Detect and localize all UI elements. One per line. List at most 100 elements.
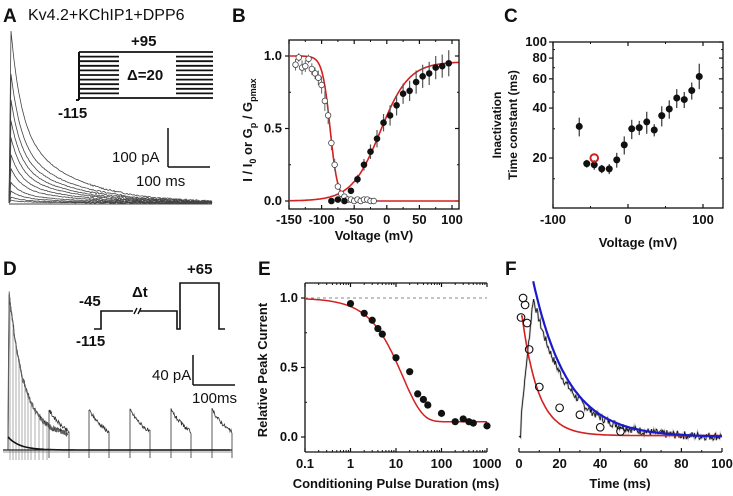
- data-point-open: [534, 382, 544, 392]
- panel-f-x-axis-label: Time (ms): [589, 476, 650, 491]
- x-tick-label: -100: [309, 212, 335, 227]
- data-point-filled: [635, 124, 643, 132]
- current-trace: [8, 137, 213, 204]
- y-tick-label: 100: [525, 34, 547, 49]
- test-response-trace: [211, 407, 233, 458]
- data-point-filled: [346, 299, 355, 308]
- current-trace: [8, 190, 213, 205]
- panel-b-axes: -150 -100 -50 0 50 100 0.0 0.5 1.0: [264, 39, 463, 227]
- data-point-filled: [360, 309, 368, 317]
- data-point-filled: [590, 161, 598, 169]
- x-tick-label: -150: [276, 212, 302, 227]
- data-point-filled: [598, 165, 606, 173]
- data-point-filled: [680, 96, 688, 104]
- y-tick-label: 60: [533, 71, 547, 86]
- panel-c-x-axis-label: Voltage (mV): [599, 235, 678, 250]
- data-point-filled: [445, 59, 453, 67]
- y-tick-label: 0.5: [280, 360, 298, 375]
- data-point-filled: [665, 105, 673, 113]
- data-point-filled: [451, 418, 459, 426]
- current-trace-envelope: [518, 298, 723, 443]
- current-trace: [518, 299, 722, 441]
- data-point-filled: [406, 87, 413, 95]
- current-trace: [7, 291, 68, 451]
- panel-e-marks: [305, 297, 491, 430]
- data-point-filled: [695, 72, 703, 80]
- data-point-open: [315, 74, 322, 81]
- panel-b: -150 -100 -50 0 50 1000.00.51.0 Voltage (mV) …: [240, 39, 463, 243]
- x-tick-label: 100: [431, 456, 453, 471]
- y-tick-label: 1.0: [280, 290, 298, 305]
- data-point-open: [522, 318, 532, 328]
- panel-e-axes: 0.1 1 10 100 1000 0.0 0.5 1.0: [280, 282, 501, 471]
- data-point-filled: [432, 64, 440, 71]
- panel-label-d: D: [3, 259, 17, 280]
- data-point-open: [331, 161, 338, 168]
- panel-d-conditioning-label: -45: [79, 293, 101, 310]
- panel-label-a: A: [3, 6, 17, 27]
- protocol-break-mark: [137, 307, 142, 315]
- y-tick-label: 80: [533, 50, 547, 65]
- data-point-filled: [438, 62, 446, 70]
- panel-d-voltage-protocol: [94, 282, 225, 330]
- y-tick-label: 0.0: [280, 429, 298, 444]
- x-tick-label: 40: [593, 456, 607, 471]
- data-point-open: [595, 422, 605, 432]
- x-tick-label: 0.1: [296, 456, 314, 471]
- data-point-filled: [392, 354, 400, 362]
- panel-a-step-label: Δ=20: [127, 67, 163, 84]
- data-point-filled: [406, 368, 414, 376]
- data-point-open: [516, 313, 526, 322]
- current-trace: [8, 196, 213, 205]
- panel-b-y-axis-label: I / I0 or Gp / Gpmax: [240, 78, 258, 181]
- data-point-open: [321, 97, 329, 105]
- data-point-filled: [399, 90, 407, 97]
- current-trace: [8, 199, 212, 205]
- data-point-filled: [380, 119, 387, 126]
- panel-label-f: F: [505, 259, 517, 280]
- x-tick-label: 10: [389, 456, 403, 471]
- y-tick-label: 0.0: [264, 193, 282, 208]
- data-point-filled: [374, 324, 382, 333]
- panel-a-top-voltage-label: +95: [131, 33, 156, 50]
- data-point-filled: [412, 78, 420, 86]
- x-tick-label: 20: [552, 456, 566, 471]
- data-point-filled: [650, 126, 658, 134]
- data-point-open: [616, 427, 625, 436]
- panel-d: -45 -115 Δt +65 40 pA 100ms: [3, 261, 237, 460]
- data-point-filled: [419, 73, 426, 80]
- panel-f: 0 20 40 60 80 100 Time (ms): [515, 281, 733, 491]
- data-point-open: [324, 112, 332, 119]
- svg-text:I / I0 or Gp / Gpmax: I / I0 or Gp / Gpmax: [240, 78, 258, 181]
- data-point-filled: [334, 196, 342, 203]
- x-tick-label: -100: [540, 212, 566, 227]
- y-tick-label: 20: [533, 150, 547, 165]
- data-point-open: [575, 410, 585, 420]
- fit-curve-inactivation: [289, 55, 459, 202]
- data-point-filled: [459, 415, 467, 423]
- plot-frame: [552, 41, 724, 209]
- x-tick-label: 60: [634, 456, 648, 471]
- fit-curve-blue: [532, 281, 722, 438]
- panel-d-scale-y-label: 40 pA: [152, 367, 191, 384]
- y-tick-label: 0.5: [264, 121, 282, 136]
- panel-c-y-axis-label: Inactivation Time constant (ms): [490, 70, 520, 180]
- data-point-open: [328, 139, 335, 147]
- data-point-filled: [419, 395, 427, 404]
- data-point-filled: [605, 165, 613, 173]
- panel-a-current-traces: [8, 30, 213, 205]
- panel-b-x-axis-label: Voltage (mV): [335, 228, 414, 243]
- test-response-trace: [129, 408, 151, 458]
- data-point-filled: [628, 125, 636, 133]
- panel-d-hold-label: -115: [76, 333, 105, 350]
- x-tick-label: 80: [674, 456, 688, 471]
- svg-text:Relative Peak Current: Relative Peak Current: [255, 302, 270, 437]
- data-point-filled: [620, 141, 628, 149]
- data-point-filled: [575, 122, 583, 130]
- data-point-open: [520, 300, 530, 310]
- panel-a-scale-x-label: 100 ms: [136, 173, 185, 190]
- data-point-filled: [424, 401, 432, 409]
- panel-b-marks: [288, 50, 459, 205]
- current-trace: [7, 291, 68, 450]
